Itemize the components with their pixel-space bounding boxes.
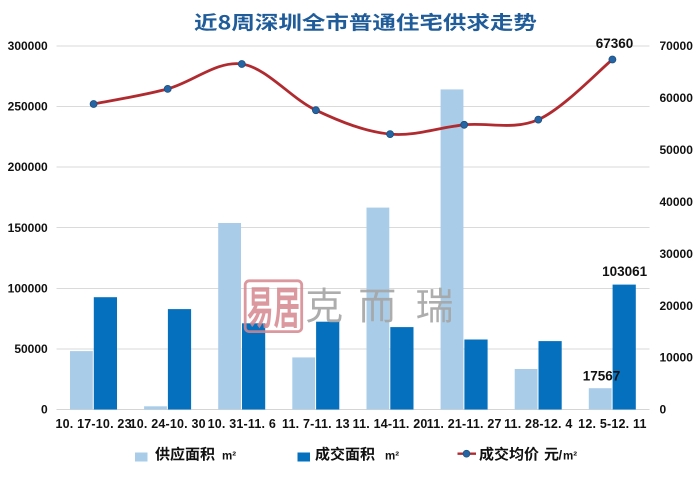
svg-text:11. 21-11. 27: 11. 21-11. 27 (427, 417, 502, 431)
svg-text:300000: 300000 (8, 39, 48, 53)
svg-text:10. 24-10. 30: 10. 24-10. 30 (130, 417, 206, 431)
svg-text:50000: 50000 (14, 342, 48, 356)
svg-text:10000: 10000 (660, 351, 694, 365)
svg-text:100000: 100000 (8, 282, 48, 296)
svg-text:60000: 60000 (660, 91, 694, 105)
svg-text:m²: m² (563, 451, 577, 463)
svg-text:/: / (559, 448, 563, 463)
svg-text:0: 0 (660, 403, 667, 417)
svg-text:150000: 150000 (8, 221, 48, 235)
svg-text:20000: 20000 (660, 299, 694, 313)
svg-text:m²: m² (222, 451, 236, 463)
svg-text:11. 28-12. 4: 11. 28-12. 4 (504, 417, 572, 431)
svg-text:17567: 17567 (583, 369, 621, 384)
svg-text:10. 31-11. 6: 10. 31-11. 6 (208, 417, 276, 431)
svg-text:250000: 250000 (8, 100, 48, 114)
svg-text:67360: 67360 (596, 36, 634, 51)
svg-text:11. 14-11. 20: 11. 14-11. 20 (353, 417, 428, 431)
svg-text:12. 5-12. 11: 12. 5-12. 11 (578, 417, 646, 431)
svg-text:11. 7-11. 13: 11. 7-11. 13 (282, 417, 350, 431)
svg-text:10. 17-10. 23: 10. 17-10. 23 (55, 417, 131, 431)
svg-text:103061: 103061 (602, 264, 648, 279)
svg-text:30000: 30000 (660, 247, 694, 261)
svg-text:200000: 200000 (8, 160, 48, 174)
svg-text:70000: 70000 (660, 39, 694, 53)
svg-text:40000: 40000 (660, 195, 694, 209)
svg-text:m²: m² (385, 451, 399, 463)
svg-text:0: 0 (41, 403, 48, 417)
svg-text:50000: 50000 (660, 143, 694, 157)
